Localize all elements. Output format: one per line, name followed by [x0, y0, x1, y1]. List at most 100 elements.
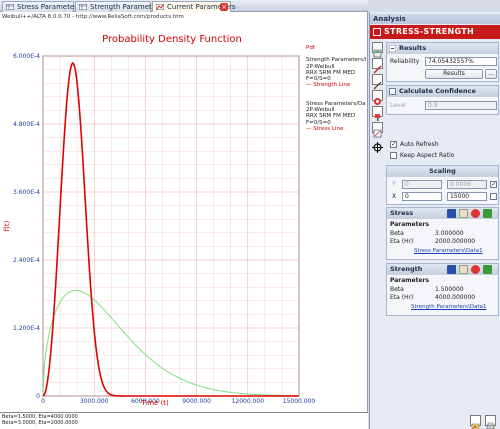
strength-eta-value: 4000.000000	[435, 294, 476, 301]
results-section: Results Reliability 74.05432557% Results…	[386, 42, 499, 82]
stress-data-link[interactable]: Stress Parameters\Data1	[414, 248, 483, 254]
legend-line: RRX SRM FM MED	[306, 113, 356, 120]
panel-title: Analysis	[370, 14, 500, 24]
series-line	[42, 289, 300, 397]
legend-line: 2P-Weibull	[306, 63, 335, 70]
brush-icon[interactable]	[372, 106, 383, 121]
confidence-section: Calculate Confidence Level 0.9	[386, 85, 499, 115]
legend-stress-block: Stress Parameters/Data1 2P-Weibull RRX S…	[306, 101, 366, 132]
tab-current-parameters[interactable]: Current Parameters ×	[152, 1, 236, 12]
crosshair-icon[interactable]	[372, 138, 383, 153]
stress-strength-icon	[373, 28, 381, 36]
y-tick-label: 0	[36, 393, 40, 400]
confidence-header: Calculate Confidence	[387, 86, 498, 97]
plot-type-icon[interactable]	[372, 90, 383, 105]
stress-header-label: Stress	[390, 209, 414, 217]
analysis-panel: Analysis Stress-Strength Results Reliabi…	[369, 12, 500, 429]
legend-line: RRX SRM FM MED	[306, 69, 356, 76]
collapse-icon[interactable]	[389, 45, 396, 52]
close-tab-icon[interactable]: ×	[220, 3, 228, 11]
tab-label: Stress Parameters	[17, 3, 81, 11]
plot-window: Weibull++/ALTA 8.0.0.70 - http://www.Rel…	[0, 12, 368, 429]
x-max-field[interactable]: 15000	[447, 192, 487, 201]
y-max-field[interactable]: 0.0006	[447, 180, 487, 189]
plot-url-text: Weibull++/ALTA 8.0.0.70 - http://www.Rel…	[2, 14, 184, 20]
x-tick-label: 0	[41, 398, 45, 405]
strength-data-link[interactable]: Strength Parameters\Data1	[411, 304, 487, 310]
print-icon[interactable]	[485, 415, 496, 429]
stress-transfer-icon[interactable]	[483, 209, 492, 218]
y-tick-label: 2.400E-4	[13, 257, 40, 264]
legend-strength-line: — Strength Line	[306, 82, 351, 89]
stress-section: Stress Parameters Beta 3.000000 Eta (Hr)…	[386, 207, 499, 260]
tab-strength-parameters[interactable]: Strength Parameters	[75, 1, 163, 12]
x-scale-label: X	[392, 193, 397, 200]
y-tick-label: 4.800E-4	[13, 121, 40, 128]
reliability-label: Reliability	[390, 58, 420, 65]
legend-stress-line: — Stress Line	[306, 125, 344, 132]
chart-icon	[156, 4, 164, 10]
legend-line: Stress Parameters/Data1	[306, 100, 366, 107]
x-min-field[interactable]: 0	[402, 192, 442, 201]
strength-beta-label: Beta	[390, 286, 404, 293]
strength-header-label: Strength	[390, 265, 423, 273]
y-tick-label: 3.600E-4	[13, 189, 40, 196]
stress-refresh-icon[interactable]	[471, 209, 480, 218]
stress-header: Stress	[387, 208, 498, 219]
y-auto-checkbox[interactable]	[490, 180, 497, 188]
x-auto-checkbox[interactable]	[490, 193, 497, 200]
strength-refresh-icon[interactable]	[471, 265, 480, 274]
panel-footer	[370, 412, 500, 429]
keep-aspect-checkbox[interactable]	[390, 152, 397, 159]
table-icon	[79, 4, 87, 10]
legend-strength-block: Strength Parameters/Data1 2P-Weibull RRX…	[306, 57, 366, 88]
scaling-section: Scaling Y 0 0.0006 X 0 15000	[386, 165, 499, 205]
y-tick-label: 6.000E-4	[13, 53, 40, 60]
stress-eta-value: 2000.000000	[435, 238, 476, 245]
tab-label: Strength Parameters	[90, 3, 163, 11]
strength-table-icon[interactable]	[459, 265, 468, 274]
legend-line: 2P-Weibull	[306, 107, 335, 114]
auto-refresh-label: Auto Refresh	[400, 141, 439, 148]
chart-legend: Pdf Strength Parameters/Data1 2P-Weibull…	[306, 45, 366, 132]
table-icon	[6, 4, 14, 10]
stress-plot-icon[interactable]	[447, 209, 456, 218]
tool-icon-column	[372, 42, 384, 154]
strength-eta-label: Eta (Hr)	[390, 294, 414, 301]
calculator-icon[interactable]	[372, 42, 383, 58]
options-section: Auto Refresh Keep Aspect Ratio	[386, 138, 499, 163]
stress-table-icon[interactable]	[459, 209, 468, 218]
more-button[interactable]: ...	[485, 69, 497, 79]
results-header-label: Results	[399, 44, 427, 52]
reliability-field[interactable]: 74.05432557%	[425, 57, 497, 66]
chart-settings-icon[interactable]	[372, 122, 383, 138]
results-button[interactable]: Results	[425, 69, 483, 79]
strength-plot-icon[interactable]	[447, 265, 456, 274]
y-min-field[interactable]: 0	[402, 180, 442, 189]
status-line: Beta=3.0000, Eta=2000.0000	[2, 420, 78, 426]
tab-stress-parameters[interactable]: Stress Parameters	[2, 1, 81, 12]
level-field[interactable]: 0.9	[425, 101, 497, 110]
stress-strength-banner: Stress-Strength	[370, 25, 500, 39]
stress-eta-label: Eta (Hr)	[390, 238, 414, 245]
legend-stress-label: Stress Line	[313, 125, 344, 132]
save-image-icon[interactable]	[470, 415, 481, 429]
x-tick-label: 6000.000	[131, 398, 160, 405]
stress-beta-value: 3.000000	[435, 230, 464, 237]
confidence-header-label: Calculate Confidence	[399, 87, 476, 95]
strength-header: Strength	[387, 264, 498, 275]
document-tab-bar: Stress Parameters Strength Parameters Cu…	[0, 0, 368, 12]
auto-refresh-checkbox[interactable]	[390, 140, 397, 148]
scaling-header: Scaling	[387, 166, 498, 177]
calculate-confidence-checkbox[interactable]	[389, 88, 396, 95]
pdf-plot[interactable]: Probability Density Function 0 1.200E-4 2.…	[0, 12, 368, 412]
pencil-icon[interactable]	[372, 74, 383, 90]
parameter-status-bar: Beta=1.5000, Eta=4000.0000 Beta=3.0000, …	[0, 412, 368, 429]
grid-lines	[42, 55, 300, 397]
chart-title: Probability Density Function	[102, 34, 242, 45]
pen-icon[interactable]	[372, 58, 383, 74]
keep-aspect-label: Keep Aspect Ratio	[400, 152, 455, 159]
status-line: Beta=1.5000, Eta=4000.0000	[2, 414, 78, 420]
strength-transfer-icon[interactable]	[483, 265, 492, 274]
